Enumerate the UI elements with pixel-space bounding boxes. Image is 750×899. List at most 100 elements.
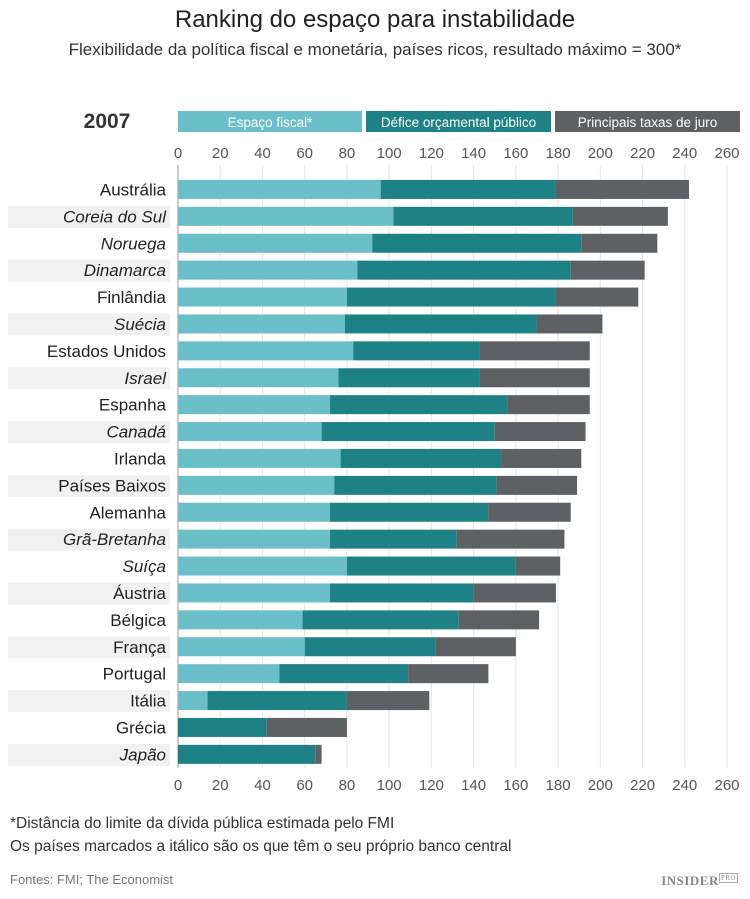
row-label-background xyxy=(8,690,170,712)
bar-segment xyxy=(178,502,331,522)
bar-segment xyxy=(479,368,590,388)
bar-segment xyxy=(479,341,590,361)
x-tick-label-bottom: 120 xyxy=(419,777,444,794)
bar-segment xyxy=(178,395,331,415)
x-tick-label-top: 80 xyxy=(339,145,356,162)
legend-label: Défice orçamental público xyxy=(381,115,536,130)
bar-segment xyxy=(353,341,480,361)
bar-segment xyxy=(321,422,495,442)
x-tick-label-top: 260 xyxy=(714,145,739,162)
country-label: Irlanda xyxy=(114,449,167,468)
bar-segment xyxy=(178,260,358,280)
bar-segment xyxy=(338,368,480,388)
country-label: Espanha xyxy=(99,396,167,415)
x-tick-label-top: 120 xyxy=(419,145,444,162)
bar-segment xyxy=(555,287,639,307)
country-label: Itália xyxy=(130,692,166,711)
bar-segment xyxy=(473,583,556,603)
country-label: Portugal xyxy=(103,665,166,684)
country-label: Austrália xyxy=(100,180,167,199)
x-tick-label-top: 20 xyxy=(212,145,229,162)
bar-segment xyxy=(178,556,347,576)
x-tick-label-top: 220 xyxy=(630,145,655,162)
x-tick-label-bottom: 260 xyxy=(714,777,739,794)
bar-segment xyxy=(346,556,516,576)
country-label: Finlândia xyxy=(97,288,167,307)
x-tick-label-top: 240 xyxy=(672,145,697,162)
country-label: Dinamarca xyxy=(84,261,166,280)
bar-segment xyxy=(178,529,331,549)
country-label: Suíça xyxy=(123,557,166,576)
bar-segment xyxy=(178,691,208,711)
bar-segment xyxy=(408,664,489,684)
country-label: Áustria xyxy=(113,584,166,603)
row-label-background xyxy=(8,528,170,551)
insider-pro-logo: INSIDER PRO xyxy=(661,872,738,888)
bar-segment xyxy=(570,260,645,280)
row-label-background xyxy=(8,636,170,659)
row-label-background xyxy=(8,205,170,228)
x-tick-label-bottom: 160 xyxy=(503,777,528,794)
bar-segment xyxy=(330,395,508,415)
row-label-background xyxy=(8,367,170,390)
bar-segment xyxy=(581,233,658,253)
x-tick-label-bottom: 100 xyxy=(377,777,402,794)
country-label: Estados Unidos xyxy=(47,342,166,361)
x-tick-label-bottom: 40 xyxy=(254,777,271,794)
bar-segment xyxy=(555,179,689,199)
country-label: Grã-Bretanha xyxy=(63,530,166,549)
x-tick-label-bottom: 140 xyxy=(461,777,486,794)
x-tick-label-top: 40 xyxy=(254,145,271,162)
bar-segment xyxy=(496,475,578,495)
row-label-background xyxy=(8,313,170,336)
row-label-background xyxy=(8,474,170,497)
x-tick-label-bottom: 240 xyxy=(672,777,697,794)
bar-segment xyxy=(435,637,516,657)
x-tick-label-top: 140 xyxy=(461,145,486,162)
legend-label: Espaço fiscal* xyxy=(228,115,314,130)
bar-segment xyxy=(315,744,322,764)
bar-segment xyxy=(178,717,267,737)
bar-segment xyxy=(178,233,373,253)
footnote-2: Os países marcados a itálico são os que … xyxy=(10,838,512,855)
source-text: Fontes: FMI; The Economist xyxy=(10,872,174,887)
bar-segment xyxy=(178,314,345,334)
bar-segment xyxy=(344,314,537,334)
bar-segment xyxy=(178,179,381,199)
bar-segment xyxy=(178,475,335,495)
legend-swatch xyxy=(366,111,551,132)
country-label: Canadá xyxy=(106,423,166,442)
x-tick-label-bottom: 20 xyxy=(212,777,229,794)
x-tick-label-top: 100 xyxy=(377,145,402,162)
bar-segment xyxy=(458,610,540,630)
x-tick-label-bottom: 60 xyxy=(296,777,313,794)
bar-segment xyxy=(178,341,354,361)
x-tick-label-top: 160 xyxy=(503,145,528,162)
footnote-1: *Distância do limite da dívida pública e… xyxy=(10,815,395,832)
bar-segment xyxy=(330,583,474,603)
bar-segment xyxy=(266,717,347,737)
bar-segment xyxy=(340,448,502,468)
x-tick-label-bottom: 180 xyxy=(546,777,571,794)
bar-segment xyxy=(279,664,409,684)
bar-segment xyxy=(536,314,603,334)
chart-subtitle: Flexibilidade da política fiscal e monet… xyxy=(68,40,682,59)
x-tick-label-top: 60 xyxy=(296,145,313,162)
bar-segment xyxy=(372,233,582,253)
bar-segment xyxy=(178,610,303,630)
bar-segment xyxy=(334,475,497,495)
bar-segment xyxy=(178,744,316,764)
x-tick-label-bottom: 0 xyxy=(174,777,182,794)
x-tick-label-top: 0 xyxy=(174,145,182,162)
bar-segment xyxy=(178,287,347,307)
bar-segment xyxy=(178,583,331,603)
bar-segment xyxy=(178,368,339,388)
row-label-background xyxy=(8,582,170,605)
x-tick-label-bottom: 200 xyxy=(588,777,613,794)
row-label-background xyxy=(8,421,170,443)
country-label: Alemanha xyxy=(89,503,166,522)
x-tick-label-bottom: 80 xyxy=(339,777,356,794)
bar-segment xyxy=(346,287,556,307)
bar-segment xyxy=(357,260,571,280)
country-label: Países Baixos xyxy=(58,476,166,495)
